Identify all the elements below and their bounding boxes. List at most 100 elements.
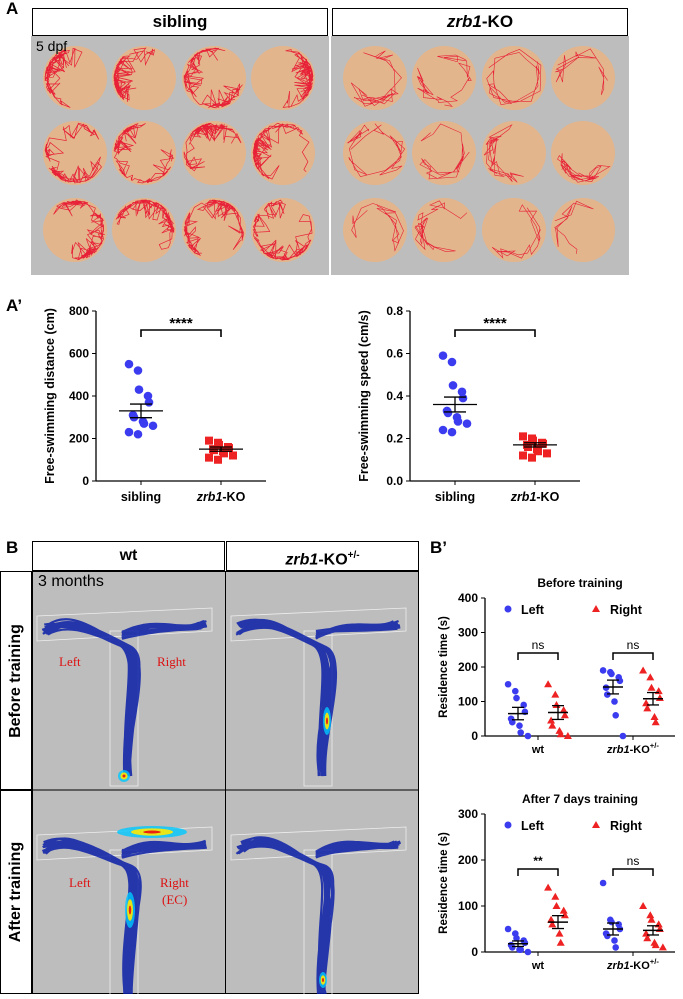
- data-point: [517, 946, 524, 953]
- data-point: [453, 417, 463, 426]
- dish-0-3: [251, 46, 315, 110]
- dish-1-0: [43, 121, 107, 185]
- data-point: [612, 944, 619, 951]
- data-point: [556, 730, 565, 738]
- data-point: [519, 451, 527, 460]
- speed-scatter-chart: 0.0 0.2 0.4 0.6 0.8 Free-swimming speed (cm/s…: [357, 304, 580, 504]
- data-point: [504, 680, 512, 688]
- data-point: [205, 453, 213, 462]
- dish-circle: [112, 121, 176, 185]
- heat-spot: [122, 774, 126, 778]
- data-point: [448, 381, 458, 390]
- group-header-zrb1-ko: zrb1-KO: [332, 8, 628, 36]
- data-point: [647, 915, 656, 923]
- data-point: [655, 694, 664, 702]
- data-point: [599, 879, 607, 887]
- data-point: [215, 440, 223, 449]
- dish-circle: [482, 198, 546, 262]
- dish-1-2: [482, 121, 546, 185]
- maze-ko-before: [230, 607, 407, 787]
- swim-track: [491, 204, 541, 259]
- y-axis-label: Residence time (s): [438, 832, 450, 934]
- data-point: [547, 716, 556, 724]
- data-point: [643, 934, 652, 942]
- row-label-before-training: Before training: [0, 571, 32, 790]
- dish-circle: [43, 198, 107, 262]
- maze-label-left: Left: [69, 875, 91, 890]
- data-point: [650, 713, 659, 721]
- data-point: [619, 732, 627, 740]
- dish-circle: [251, 121, 315, 185]
- data-point: [658, 943, 667, 951]
- swim-track: [183, 122, 242, 172]
- x-tick-label: sibling: [121, 490, 161, 504]
- maze-label-ec: (EC): [162, 892, 187, 907]
- data-point: [612, 712, 619, 719]
- swim-trace: [41, 618, 208, 777]
- data-point: [534, 447, 542, 456]
- data-point: [214, 455, 222, 464]
- data-point: [556, 938, 565, 946]
- x-tick-label: zrb1-KO+/-: [606, 741, 659, 756]
- dish-circle: [43, 121, 107, 185]
- data-point: [611, 698, 618, 705]
- x-tick-label: zrb1-KO: [196, 490, 246, 504]
- data-point: [643, 704, 652, 712]
- y-tick-label: 0.8: [386, 304, 403, 318]
- data-point: [458, 393, 468, 403]
- data-point: [438, 425, 448, 435]
- swim-track: [44, 122, 102, 184]
- y-axis-label: Free-swimming speed (cm/s): [357, 310, 371, 482]
- dish-circle: [182, 46, 246, 110]
- data-point: [544, 680, 553, 688]
- maze-label-right: Right: [157, 654, 186, 669]
- heat-spot: [128, 905, 132, 915]
- data-point: [524, 732, 532, 740]
- heat-spot: [326, 717, 328, 725]
- data-point: [229, 451, 237, 460]
- dish-circle: [251, 46, 315, 110]
- before-training-residence-chart: Before training 0 100 200 300 400 Residence ti…: [438, 576, 675, 756]
- data-point: [509, 944, 516, 951]
- maze-outline: [230, 826, 407, 861]
- swim-track: [282, 49, 314, 108]
- data-point: [133, 366, 143, 375]
- swim-track: [183, 47, 243, 109]
- y-tick-label: 800: [69, 304, 89, 318]
- legend-label-right: Right: [610, 819, 643, 833]
- significance-bracket: [140, 329, 222, 337]
- maze-frame: [32, 571, 419, 994]
- data-point: [651, 941, 660, 949]
- maze-label-right: Right: [160, 875, 189, 890]
- y-tick-label: 200: [69, 432, 89, 446]
- data-point: [608, 918, 615, 926]
- data-point: [647, 683, 656, 691]
- y-axis-label: Free-swimming distance (cm): [43, 308, 57, 484]
- dish-2-3: [251, 198, 315, 262]
- swim-trace: [235, 618, 401, 777]
- data-point: [513, 694, 520, 702]
- dish-circle: [251, 198, 315, 262]
- data-point: [611, 937, 618, 944]
- data-point: [551, 892, 560, 900]
- dish-2-1: [112, 198, 176, 262]
- data-point: [519, 432, 527, 441]
- data-point: [555, 929, 564, 937]
- heat-spot: [143, 830, 161, 834]
- dish-circle: [551, 198, 615, 262]
- y-axis-label: Residence time (s): [438, 616, 450, 718]
- significance-bracket: [612, 652, 654, 660]
- swim-track: [53, 199, 105, 261]
- y-tick-label: 300: [458, 807, 478, 821]
- data-point: [447, 427, 457, 437]
- zrb1-ko-dish-tracks: [343, 46, 615, 262]
- data-point: [539, 439, 547, 448]
- swim-track: [252, 199, 313, 261]
- y-tick-label: 0.2: [386, 432, 403, 446]
- maze-wt-before: [36, 607, 213, 787]
- swim-track: [347, 123, 406, 178]
- y-tick-label: 300: [458, 626, 478, 640]
- data-point: [552, 902, 561, 909]
- significance-label: ****: [169, 315, 193, 332]
- legend-label-right: Right: [610, 603, 643, 617]
